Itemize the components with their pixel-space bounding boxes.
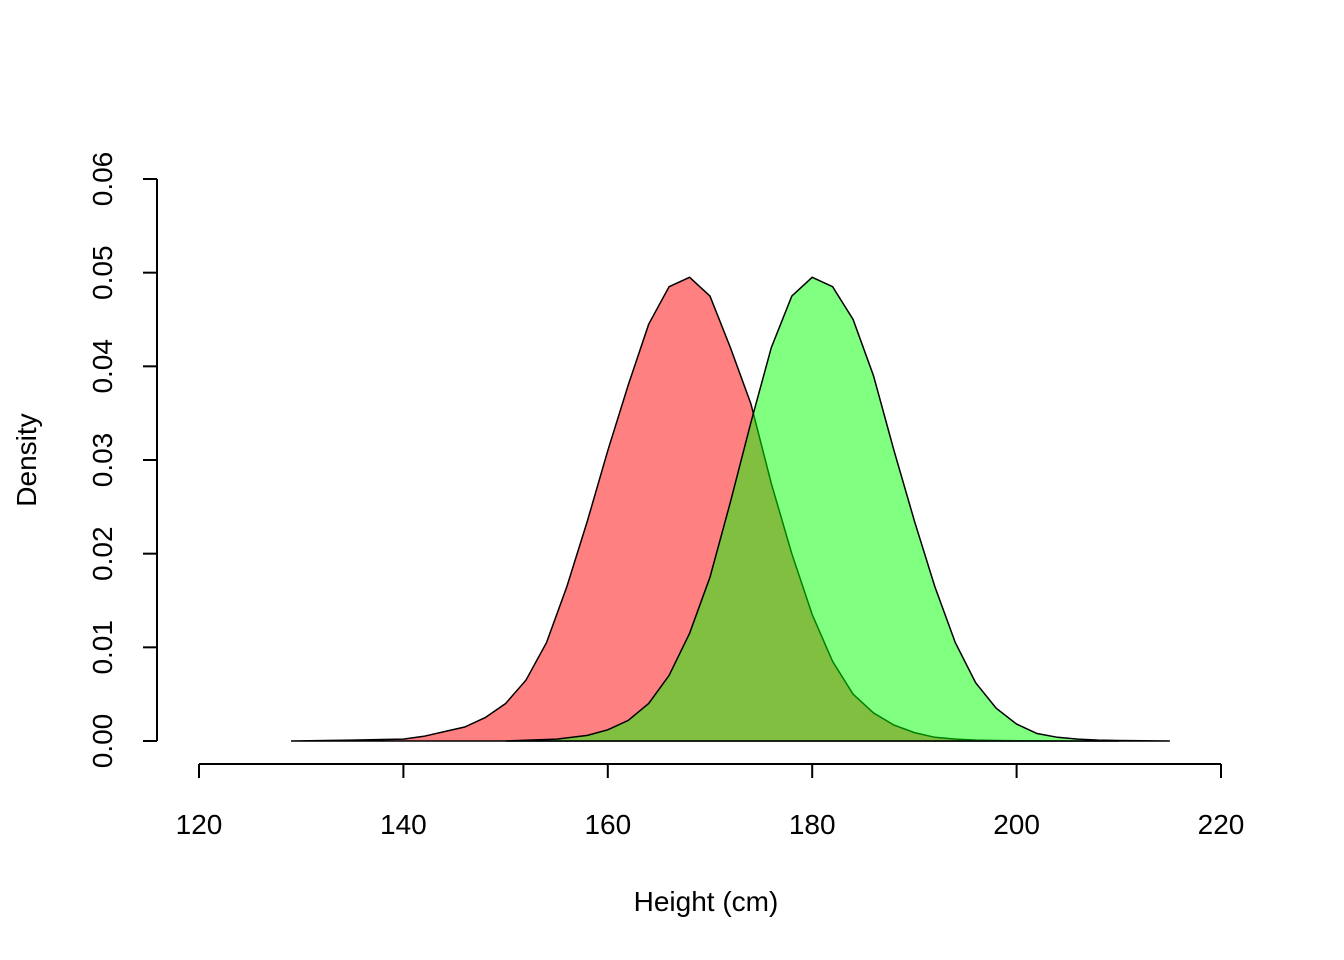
y-tick-label: 0.03 — [87, 433, 118, 488]
x-tick-label: 200 — [993, 809, 1040, 840]
x-tick-label: 140 — [380, 809, 427, 840]
x-tick-label: 160 — [584, 809, 631, 840]
x-tick-label: 180 — [789, 809, 836, 840]
y-tick-label: 0.05 — [87, 245, 118, 300]
y-axis-title: Density — [11, 413, 42, 506]
x-tick-label: 220 — [1198, 809, 1245, 840]
x-tick-label: 120 — [176, 809, 223, 840]
y-tick-label: 0.01 — [87, 620, 118, 675]
y-tick-label: 0.02 — [87, 526, 118, 581]
density-areas — [290, 276, 1170, 742]
y-tick-label: 0.06 — [87, 152, 118, 207]
y-axis: 0.00 0.01 0.02 0.03 0.04 0.05 0.06 — [87, 152, 158, 769]
y-tick-label: 0.04 — [87, 339, 118, 394]
density-area-2 — [505, 276, 1170, 742]
y-tick-label: 0.00 — [87, 714, 118, 769]
density-area-1 — [290, 276, 1119, 742]
x-axis-title: Height (cm) — [634, 886, 779, 917]
x-axis: 120 140 160 180 200 220 — [176, 763, 1245, 840]
